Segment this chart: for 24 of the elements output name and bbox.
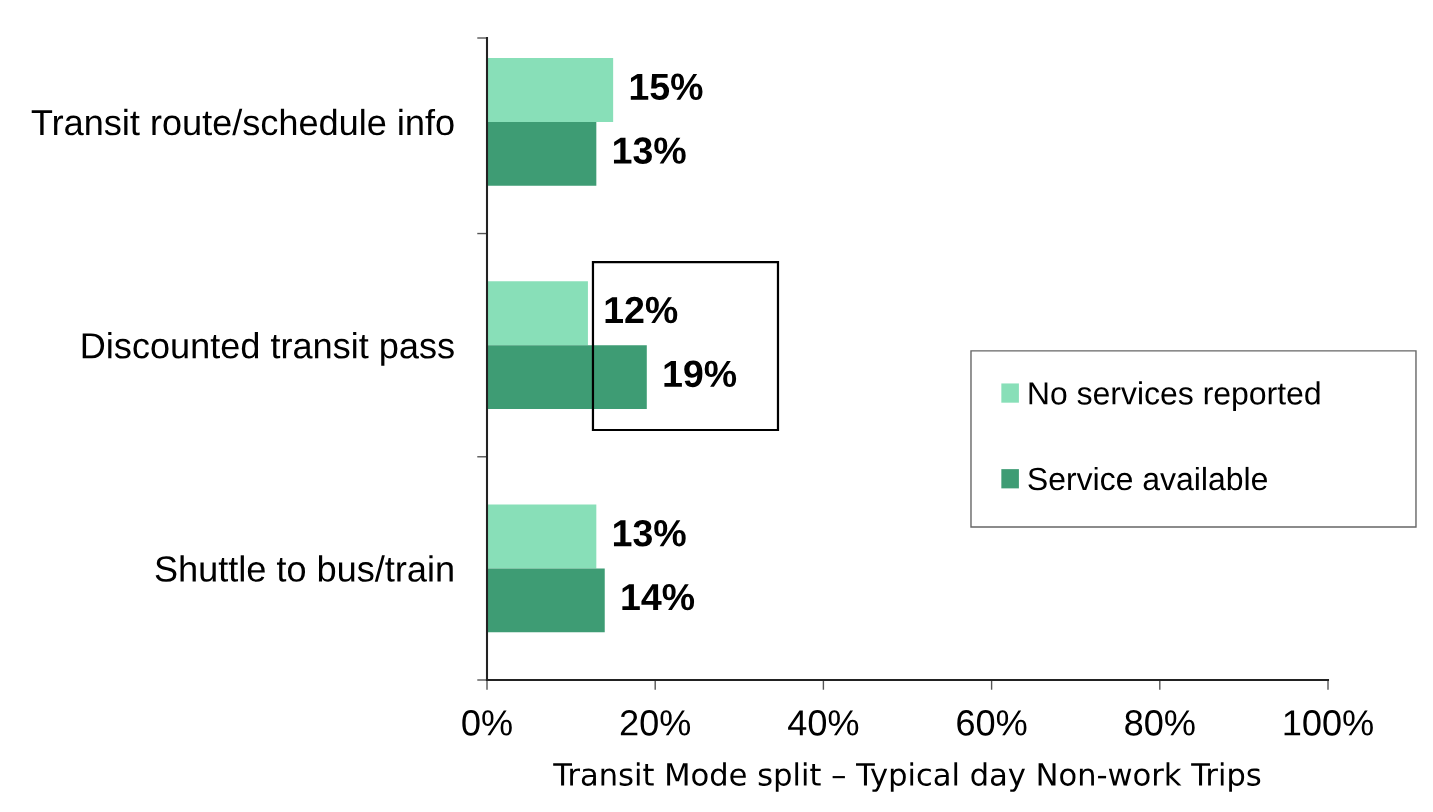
x-tick-label: 60%: [957, 710, 1027, 736]
bar: [487, 281, 588, 346]
legend-label: No services reported: [1029, 381, 1320, 411]
y-tick-label: Transit route/schedule info: [31, 108, 454, 136]
bar: [487, 345, 647, 409]
x-axis-title: Transit Mode split – Typical day Non-work Trips: [553, 762, 1261, 792]
bar: [487, 58, 614, 122]
x-tick-label: 40%: [788, 710, 859, 736]
legend-label: Service available: [1028, 466, 1267, 491]
data-label: 15%: [630, 73, 703, 101]
y-tick-label: Shuttle to bus/train: [155, 555, 453, 582]
bar: [487, 568, 605, 633]
y-tick-label: Discounted transit pass: [82, 332, 454, 366]
data-label: 19%: [664, 360, 737, 388]
data-label: 14%: [622, 583, 695, 611]
data-label: 12%: [605, 296, 678, 324]
bar: [487, 504, 597, 569]
x-tick-label: 80%: [1125, 710, 1195, 736]
data-label: 13%: [613, 519, 686, 547]
x-tick-label: 0%: [462, 710, 512, 736]
bar: [487, 121, 597, 186]
x-tick-label: 20%: [620, 710, 691, 736]
x-tick-label: 100%: [1284, 710, 1373, 736]
data-label: 13%: [613, 137, 686, 164]
